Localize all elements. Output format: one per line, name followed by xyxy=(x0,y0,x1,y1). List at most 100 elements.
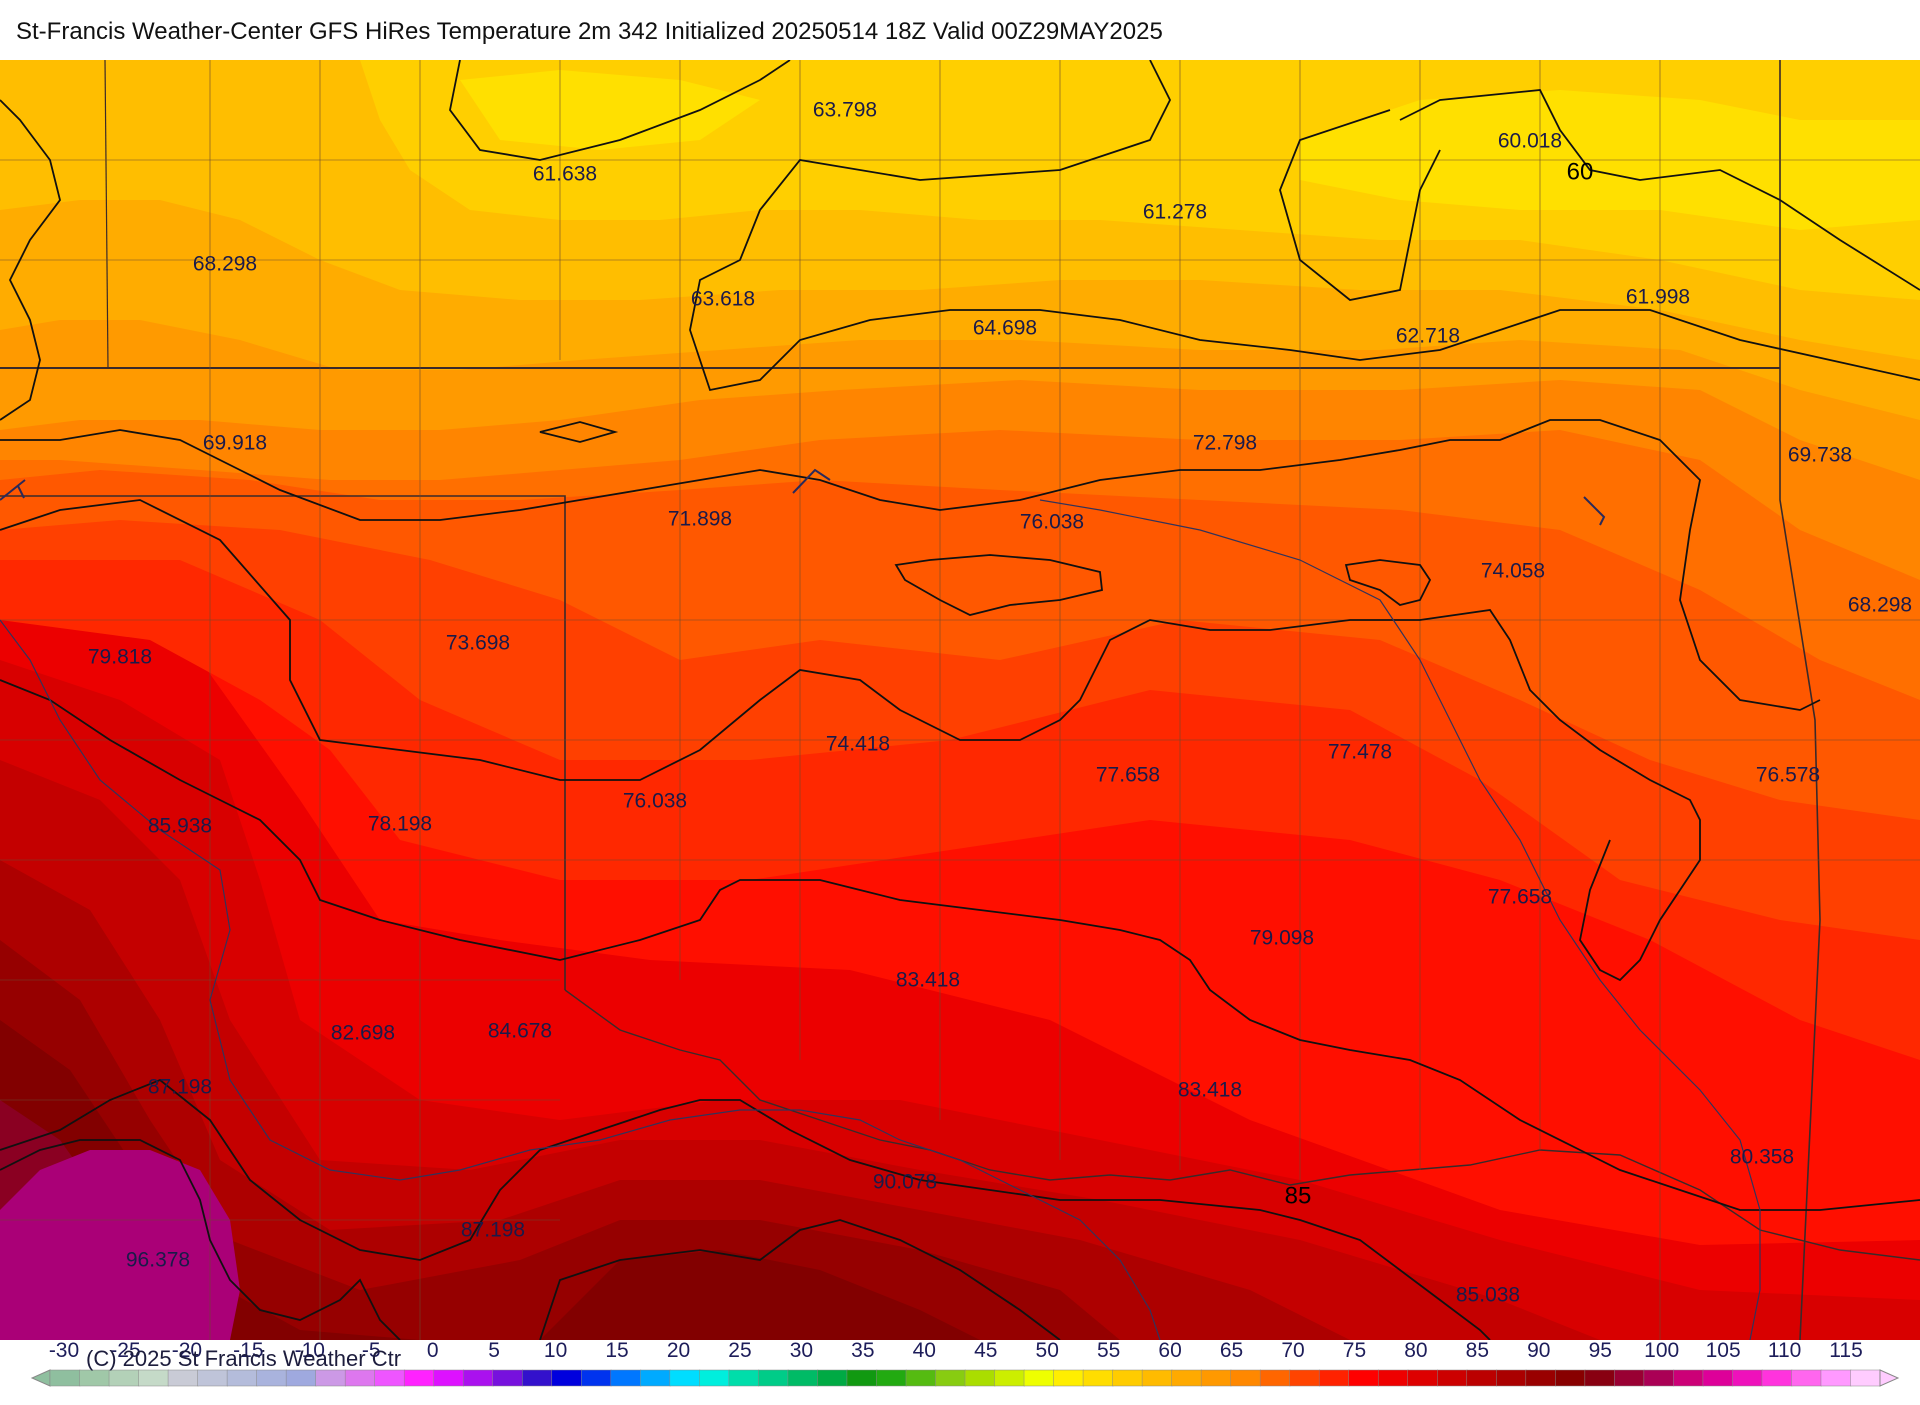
colorbar-swatch xyxy=(817,1369,848,1387)
isotherm-76-ring-b xyxy=(1344,559,1432,606)
temperature-value-label: 61.638 xyxy=(533,163,597,186)
colorbar-tick-label: 80 xyxy=(1404,1340,1427,1362)
colorbar-swatch xyxy=(1732,1369,1763,1387)
temperature-value-label: 63.798 xyxy=(813,99,877,122)
temperature-value-label: 79.098 xyxy=(1250,927,1314,950)
colorbar-tick-label: -20 xyxy=(172,1340,202,1362)
colorbar-swatch xyxy=(374,1369,406,1387)
colorbar-swatch xyxy=(403,1369,435,1387)
colorbar-tick-label: -15 xyxy=(233,1340,263,1362)
colorbar-tick-label: 20 xyxy=(667,1340,690,1362)
colorbar-tick-label: 10 xyxy=(544,1340,567,1362)
colorbar-swatch xyxy=(522,1369,553,1387)
colorbar-tick-label: -5 xyxy=(362,1340,381,1362)
colorbar-swatch xyxy=(1259,1369,1291,1387)
temperature-value-label: 73.698 xyxy=(446,632,510,655)
colorbar-tick-label: 0 xyxy=(427,1340,439,1362)
colorbar-swatch xyxy=(79,1369,110,1387)
colorbar-swatch xyxy=(551,1369,583,1387)
colorbar-tick-label: -10 xyxy=(295,1340,325,1362)
state-line-east xyxy=(1779,60,1821,1340)
copyright-notice: (C) 2025 St Francis Weather Ctr xyxy=(86,1346,402,1371)
colorbar-tick-label: -25 xyxy=(110,1340,140,1362)
colorbar-tick-labels: -30 -25 -20 -15 -10 -5 0 5 10 15 20 25 30 35 40 45 50 55 6… xyxy=(49,1339,1863,1362)
temperature-value-label: 76.038 xyxy=(623,790,687,813)
temperature-value-label: 77.658 xyxy=(1488,886,1552,909)
temperature-value-label: 96.378 xyxy=(126,1249,190,1272)
colorbar-swatch xyxy=(669,1369,701,1387)
temperature-value-label: 85.038 xyxy=(1456,1284,1520,1307)
isotherm-66 xyxy=(0,419,1821,711)
temperature-map[interactable]: 63.798 61.638 60.018 61.278 68.298 63.618 64.6… xyxy=(0,60,1920,1340)
temperature-value-label: 77.658 xyxy=(1096,764,1160,787)
colorbar-tick-label: 95 xyxy=(1589,1340,1612,1362)
colorbar-tick-label: 5 xyxy=(488,1340,500,1362)
state-line-ok-north xyxy=(0,495,566,990)
colorbar-tick-label: 75 xyxy=(1343,1340,1366,1362)
band-t90 xyxy=(0,940,1120,1340)
colorbar-tick-label: 105 xyxy=(1706,1340,1741,1362)
isotherm-76-ring-a xyxy=(894,554,1103,616)
colorbar-swatch xyxy=(1377,1369,1409,1387)
state-county-boundaries xyxy=(0,60,1920,1340)
colorbar-tick-label: 100 xyxy=(1644,1340,1679,1362)
colorbar-tick-label: 60 xyxy=(1158,1340,1181,1362)
colorbar-tick-label: 70 xyxy=(1281,1340,1304,1362)
colorbar-tick-label: 85 xyxy=(1466,1340,1489,1362)
temperature-value-label: 60.018 xyxy=(1498,130,1562,153)
wind-barb-icon xyxy=(0,479,26,501)
state-line-west xyxy=(104,60,109,369)
colorbar-swatch xyxy=(1023,1369,1055,1387)
temperature-value-label: 69.918 xyxy=(203,432,267,455)
colorbar-tick-label: 65 xyxy=(1220,1340,1243,1362)
temperature-value-label: 68.298 xyxy=(193,253,257,276)
colorbar-swatch xyxy=(1171,1369,1202,1387)
colorbar-swatch xyxy=(1407,1369,1439,1387)
isotherm-62-b xyxy=(689,60,1920,392)
colorbar-swatch xyxy=(49,1369,81,1387)
colorbar-swatch xyxy=(1318,1369,1350,1387)
colorbar-swatch xyxy=(1141,1369,1173,1387)
isotherm-64 xyxy=(0,99,61,421)
colorbar-swatch xyxy=(728,1369,760,1387)
wind-barb-icon xyxy=(792,468,831,494)
colorbar-swatch xyxy=(905,1369,937,1387)
temperature-value-label: 80.358 xyxy=(1730,1146,1794,1169)
temperature-value-label: 78.198 xyxy=(368,813,432,836)
colorbar-swatch xyxy=(1289,1369,1321,1387)
contour-value-label: 85 xyxy=(1285,1182,1312,1209)
colorbar-swatch xyxy=(758,1369,789,1387)
colorbar-swatch xyxy=(1348,1369,1380,1387)
isotherm-62-a xyxy=(449,60,791,161)
band-t86 xyxy=(0,760,1600,1340)
temperature-value-label: 71.898 xyxy=(668,508,732,531)
colorbar-swatch xyxy=(256,1369,287,1387)
colorbar-swatch xyxy=(1496,1369,1527,1387)
colorbar-swatch xyxy=(1643,1369,1675,1387)
colorbar-tick-label: 55 xyxy=(1097,1340,1120,1362)
isotherm-85 xyxy=(0,1078,1491,1340)
isotherm-dry-line xyxy=(0,619,1161,1340)
temperature-value-label: 76.038 xyxy=(1020,511,1084,534)
colorbar-swatch xyxy=(492,1369,524,1387)
colorbar-swatch xyxy=(1761,1369,1793,1387)
colorbar-swatch xyxy=(167,1369,199,1387)
band-t60b xyxy=(460,70,760,150)
colorbar-swatch xyxy=(1053,1369,1084,1387)
colorbar-left-arrow xyxy=(30,1369,51,1387)
colorbar-swatch xyxy=(1200,1369,1232,1387)
colorbar-swatch xyxy=(1112,1369,1143,1387)
colorbar-swatch xyxy=(344,1369,376,1387)
colorbar-swatch xyxy=(787,1369,819,1387)
temperature-value-label: 61.998 xyxy=(1626,286,1690,309)
colorbar-swatch xyxy=(610,1369,642,1387)
colorbar-right-arrow xyxy=(1879,1369,1900,1387)
temperature-value-label: 76.578 xyxy=(1756,764,1820,787)
wind-barb-icon xyxy=(1583,496,1606,526)
colorbar-swatch xyxy=(1820,1369,1852,1387)
colorbar-tick-label: 25 xyxy=(728,1340,751,1362)
colorbar-swatch xyxy=(1584,1369,1616,1387)
temperature-value-label: 63.618 xyxy=(691,288,755,311)
temperature-value-label: 82.698 xyxy=(331,1022,395,1045)
temperature-value-label: 74.058 xyxy=(1481,560,1545,583)
